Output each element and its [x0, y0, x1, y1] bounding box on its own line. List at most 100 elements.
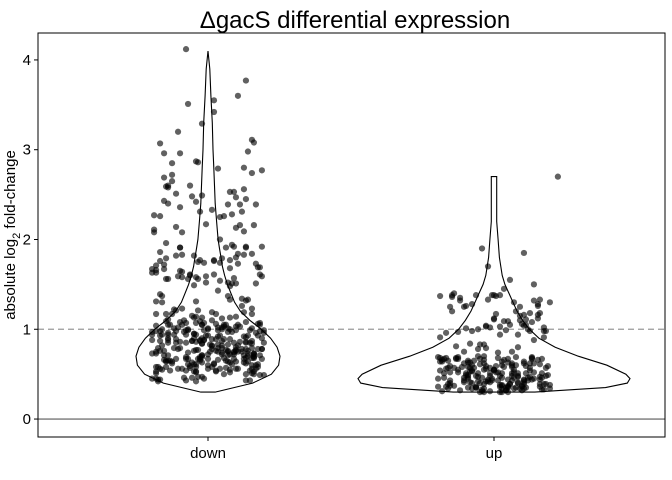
data-point	[462, 302, 470, 310]
data-point	[214, 324, 222, 331]
data-point	[258, 335, 266, 342]
data-point	[256, 271, 264, 278]
data-point	[240, 228, 248, 235]
y-axis-label-main: absolute log	[2, 239, 19, 320]
data-point	[520, 360, 528, 367]
data-point	[480, 360, 488, 367]
data-point	[512, 353, 520, 361]
data-point	[162, 310, 170, 318]
data-point	[514, 373, 522, 380]
data-point	[152, 262, 160, 269]
data-point	[526, 373, 534, 380]
data-point	[234, 260, 242, 267]
data-point	[198, 192, 206, 199]
data-point	[496, 323, 504, 330]
data-point	[494, 349, 502, 356]
data-point	[222, 346, 230, 354]
y-axis-label-subscript: 2	[11, 233, 23, 239]
data-point	[204, 362, 212, 369]
data-point	[192, 378, 200, 385]
data-point	[182, 331, 190, 338]
data-point	[216, 277, 224, 284]
data-point	[528, 318, 536, 326]
data-point	[204, 355, 212, 362]
data-point	[240, 352, 248, 359]
data-point	[176, 318, 184, 326]
data-point	[500, 318, 508, 325]
data-point	[208, 206, 216, 213]
data-point	[232, 280, 240, 287]
data-point	[174, 273, 182, 280]
data-point	[198, 335, 206, 342]
data-point	[442, 329, 450, 336]
data-point	[442, 354, 450, 362]
data-point	[464, 375, 472, 382]
data-point	[540, 324, 548, 331]
y-axis-label: absolute log2 fold-change	[2, 150, 23, 320]
data-point	[506, 380, 514, 388]
data-point	[186, 364, 194, 371]
data-point	[242, 195, 250, 203]
data-point	[466, 340, 474, 347]
data-point	[498, 358, 506, 365]
data-point	[214, 333, 222, 340]
data-point	[534, 315, 542, 322]
data-point	[252, 260, 260, 267]
data-point	[546, 385, 554, 392]
data-point	[226, 265, 234, 272]
data-point	[164, 329, 172, 336]
data-point	[520, 380, 528, 388]
data-point	[528, 355, 536, 362]
data-point	[150, 212, 158, 219]
data-point	[184, 326, 192, 333]
data-point	[156, 213, 164, 220]
y-axis: 0 1 2 3 4	[23, 52, 38, 428]
data-point	[460, 348, 468, 355]
data-point	[156, 332, 164, 339]
data-point	[162, 363, 170, 371]
data-point	[190, 314, 198, 321]
data-point	[226, 257, 234, 264]
data-point	[492, 369, 500, 376]
y-tick-label: 0	[23, 411, 31, 428]
data-point	[466, 368, 474, 375]
data-point	[452, 343, 460, 350]
data-point	[228, 241, 236, 248]
data-point	[182, 339, 190, 346]
data-point	[242, 318, 250, 326]
data-point	[502, 327, 510, 334]
data-point	[232, 224, 240, 231]
data-point	[454, 353, 462, 361]
data-point	[162, 239, 170, 247]
data-point	[230, 274, 238, 282]
data-point	[160, 150, 168, 157]
data-point	[254, 361, 262, 368]
data-point	[250, 354, 258, 362]
data-point	[226, 369, 234, 376]
data-point	[174, 345, 182, 353]
data-point	[478, 374, 486, 381]
data-point	[172, 223, 180, 231]
data-point	[214, 341, 222, 348]
data-point	[160, 174, 168, 181]
data-point	[216, 365, 224, 372]
data-point	[440, 374, 448, 381]
data-point	[188, 193, 196, 200]
data-point	[248, 345, 256, 352]
data-point	[530, 336, 538, 344]
data-point	[156, 248, 164, 256]
data-point	[232, 194, 240, 201]
data-point	[178, 229, 186, 236]
data-point	[232, 254, 240, 261]
data-point	[242, 360, 250, 367]
data-point	[188, 337, 196, 345]
data-point	[172, 190, 180, 197]
data-point	[246, 377, 254, 384]
data-point	[174, 324, 182, 331]
data-point	[244, 148, 252, 155]
data-point	[476, 341, 484, 348]
data-point	[476, 380, 484, 387]
data-point	[170, 331, 178, 338]
data-point	[474, 353, 482, 360]
